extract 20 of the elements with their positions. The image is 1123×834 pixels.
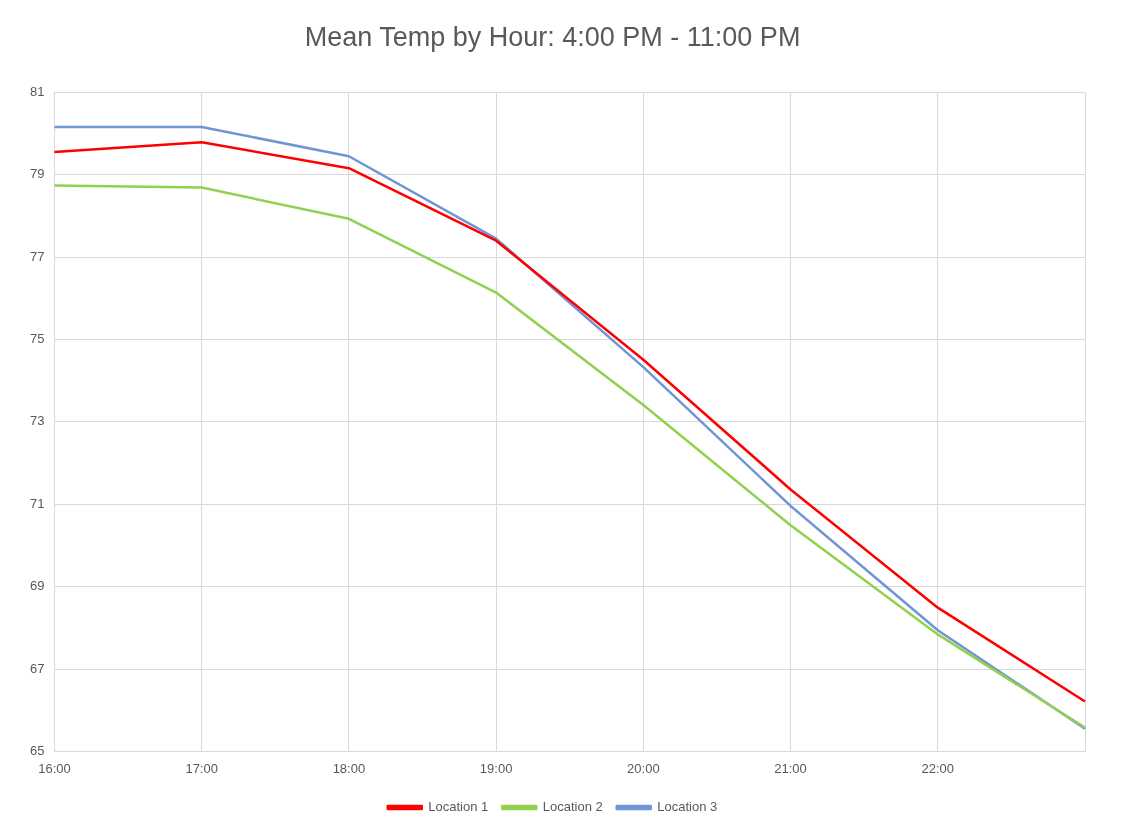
x-tick-label: 17:00 xyxy=(185,760,218,776)
x-tick-label: 22:00 xyxy=(921,760,955,776)
y-tick-label: 81 xyxy=(29,83,45,99)
x-tick-label: 19:00 xyxy=(479,760,513,776)
y-tick-label: 69 xyxy=(29,578,45,594)
y-tick-label: 75 xyxy=(29,331,45,347)
y-tick-label: 71 xyxy=(29,495,45,511)
y-tick-label: 77 xyxy=(29,248,45,264)
legend-label: Location 1 xyxy=(428,799,489,815)
x-tick-label: 16:00 xyxy=(38,760,71,776)
y-tick-label: 67 xyxy=(29,660,45,676)
chart-title: Mean Temp by Hour: 4:00 PM - 11:00 PM xyxy=(304,21,801,52)
legend-label: Location 2 xyxy=(542,799,603,815)
legend-label: Location 3 xyxy=(657,799,718,815)
y-tick-label: 79 xyxy=(29,166,45,182)
y-tick-label: 65 xyxy=(29,742,45,758)
x-tick-label: 21:00 xyxy=(774,760,807,776)
y-tick-label: 73 xyxy=(29,413,45,429)
x-tick-label: 20:00 xyxy=(627,760,660,776)
x-tick-label: 18:00 xyxy=(332,760,366,776)
